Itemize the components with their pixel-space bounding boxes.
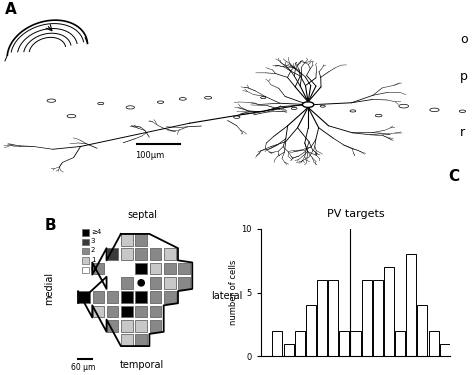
- Y-axis label: number of cells: number of cells: [229, 260, 238, 325]
- Bar: [440, 344, 450, 356]
- Bar: [339, 331, 349, 356]
- FancyBboxPatch shape: [121, 320, 133, 332]
- Text: o: o: [460, 33, 467, 46]
- FancyBboxPatch shape: [164, 249, 175, 260]
- FancyBboxPatch shape: [136, 334, 147, 346]
- Text: 0: 0: [91, 266, 95, 272]
- FancyBboxPatch shape: [150, 263, 161, 274]
- FancyBboxPatch shape: [164, 263, 175, 274]
- Text: temporal: temporal: [120, 360, 164, 370]
- Bar: [82, 238, 89, 245]
- Bar: [350, 331, 361, 356]
- FancyBboxPatch shape: [107, 320, 118, 332]
- Bar: [373, 280, 383, 356]
- Text: 60 μm: 60 μm: [71, 363, 95, 372]
- FancyBboxPatch shape: [136, 306, 147, 317]
- Text: septal: septal: [127, 210, 157, 220]
- FancyBboxPatch shape: [121, 249, 133, 260]
- Bar: [418, 305, 428, 356]
- FancyBboxPatch shape: [150, 320, 161, 332]
- FancyBboxPatch shape: [121, 306, 133, 317]
- Text: p: p: [460, 70, 468, 83]
- Text: ≥4: ≥4: [91, 229, 101, 235]
- Bar: [306, 305, 316, 356]
- Text: r: r: [460, 126, 465, 139]
- Text: B: B: [45, 217, 57, 232]
- Text: A: A: [5, 2, 17, 17]
- FancyBboxPatch shape: [107, 306, 118, 317]
- FancyBboxPatch shape: [164, 277, 175, 289]
- FancyBboxPatch shape: [92, 263, 104, 274]
- Bar: [283, 344, 293, 356]
- FancyBboxPatch shape: [107, 249, 118, 260]
- FancyBboxPatch shape: [164, 291, 175, 303]
- FancyBboxPatch shape: [92, 306, 104, 317]
- FancyBboxPatch shape: [136, 263, 147, 274]
- Bar: [328, 280, 338, 356]
- FancyBboxPatch shape: [121, 234, 133, 246]
- Text: lateral: lateral: [211, 291, 242, 301]
- Bar: [82, 230, 89, 236]
- Bar: [82, 257, 89, 264]
- Bar: [362, 280, 372, 356]
- Text: 2: 2: [91, 248, 95, 254]
- Text: PV targets: PV targets: [327, 209, 384, 219]
- Text: 100μm: 100μm: [135, 151, 164, 160]
- FancyBboxPatch shape: [178, 277, 190, 289]
- Text: 3: 3: [91, 238, 95, 244]
- FancyBboxPatch shape: [107, 291, 118, 303]
- Text: C: C: [449, 169, 460, 184]
- Text: medial: medial: [45, 272, 55, 306]
- FancyBboxPatch shape: [136, 291, 147, 303]
- FancyBboxPatch shape: [150, 306, 161, 317]
- Bar: [428, 331, 438, 356]
- FancyBboxPatch shape: [136, 234, 147, 246]
- FancyBboxPatch shape: [178, 263, 190, 274]
- Bar: [82, 267, 89, 273]
- FancyBboxPatch shape: [136, 320, 147, 332]
- Bar: [295, 331, 305, 356]
- FancyBboxPatch shape: [150, 291, 161, 303]
- Bar: [317, 280, 327, 356]
- FancyBboxPatch shape: [121, 277, 133, 289]
- Bar: [273, 331, 283, 356]
- Bar: [384, 267, 394, 356]
- Text: 1: 1: [91, 256, 95, 262]
- Bar: [406, 254, 416, 356]
- FancyBboxPatch shape: [136, 249, 147, 260]
- Bar: [82, 248, 89, 254]
- FancyBboxPatch shape: [150, 249, 161, 260]
- Circle shape: [138, 280, 145, 286]
- FancyBboxPatch shape: [92, 291, 104, 303]
- FancyBboxPatch shape: [121, 334, 133, 346]
- FancyBboxPatch shape: [121, 291, 133, 303]
- FancyBboxPatch shape: [78, 291, 90, 303]
- Circle shape: [302, 102, 314, 107]
- FancyBboxPatch shape: [150, 277, 161, 289]
- Bar: [395, 331, 405, 356]
